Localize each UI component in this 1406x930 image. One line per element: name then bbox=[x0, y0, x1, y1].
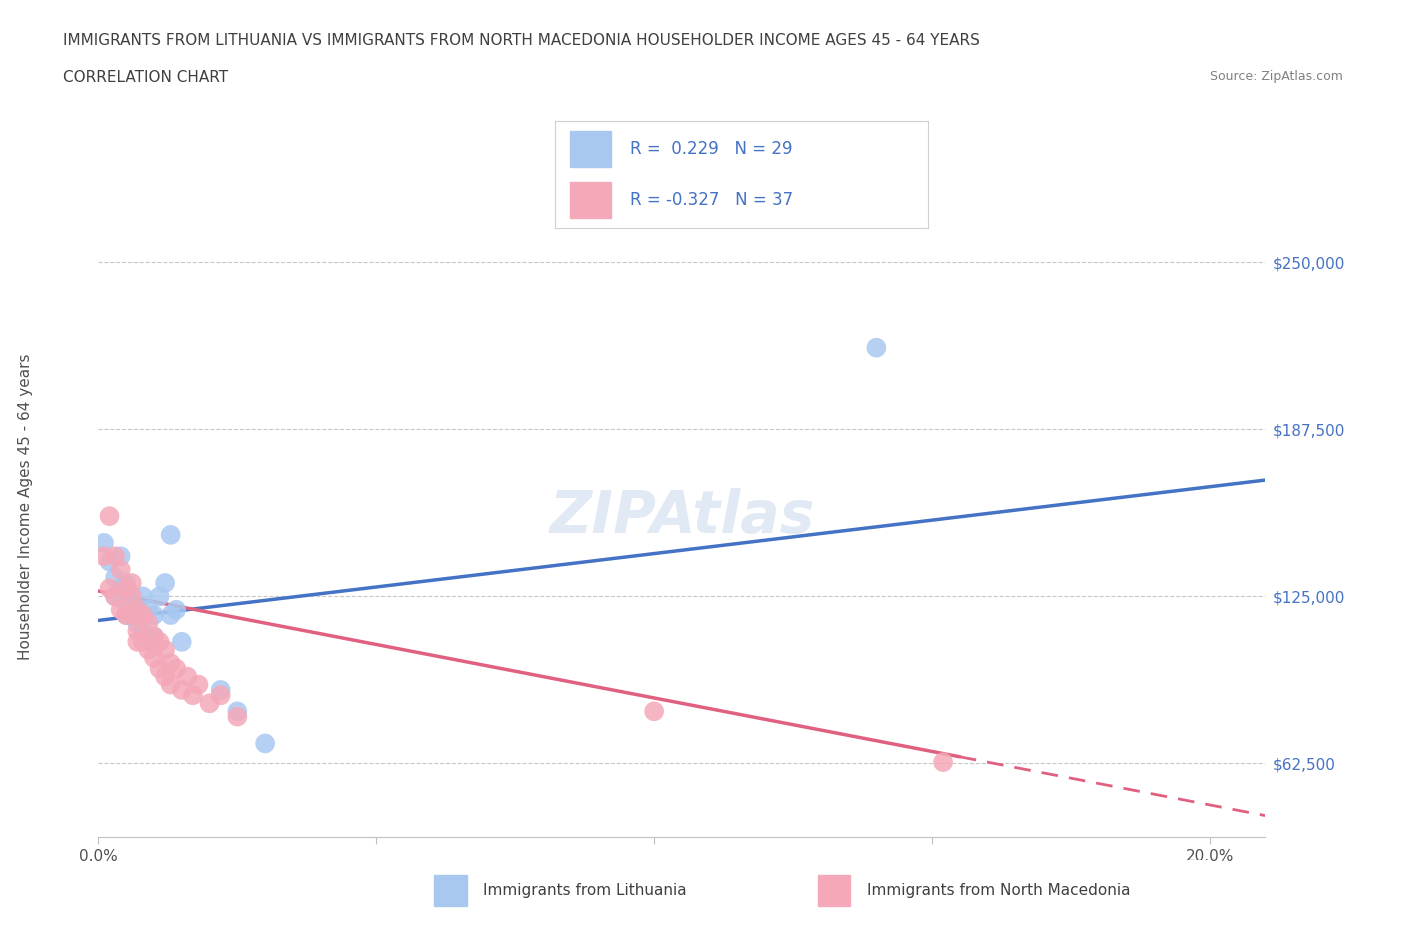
Point bbox=[121, 607, 143, 622]
Point bbox=[104, 589, 127, 604]
Point bbox=[153, 643, 176, 658]
Point bbox=[121, 576, 143, 591]
Point bbox=[127, 616, 149, 631]
Point bbox=[104, 570, 127, 585]
Bar bbox=[818, 875, 851, 906]
Point bbox=[209, 688, 232, 703]
Point bbox=[127, 634, 149, 649]
Point bbox=[138, 634, 160, 649]
Text: R = -0.327   N = 37: R = -0.327 N = 37 bbox=[630, 191, 793, 209]
Point bbox=[121, 607, 143, 622]
Point bbox=[643, 704, 665, 719]
Point bbox=[148, 661, 170, 676]
Point bbox=[170, 683, 193, 698]
Point bbox=[115, 607, 138, 622]
Point bbox=[127, 603, 149, 618]
Point bbox=[121, 589, 143, 604]
Point bbox=[98, 509, 121, 524]
Point bbox=[104, 549, 127, 564]
Point bbox=[187, 677, 209, 692]
Point bbox=[181, 688, 204, 703]
Point bbox=[153, 670, 176, 684]
Bar bbox=[571, 130, 612, 166]
Point bbox=[132, 589, 155, 604]
Point bbox=[138, 603, 160, 618]
Point bbox=[198, 696, 221, 711]
Text: Source: ZipAtlas.com: Source: ZipAtlas.com bbox=[1209, 70, 1343, 83]
Text: R =  0.229   N = 29: R = 0.229 N = 29 bbox=[630, 140, 793, 158]
Text: ZIPAtlas: ZIPAtlas bbox=[550, 487, 814, 545]
Bar bbox=[571, 182, 612, 219]
Point bbox=[132, 607, 155, 622]
Point bbox=[176, 670, 198, 684]
Point bbox=[110, 603, 132, 618]
Point bbox=[132, 634, 155, 649]
Point bbox=[98, 581, 121, 596]
Point bbox=[159, 656, 181, 671]
Point bbox=[115, 597, 138, 612]
Point bbox=[138, 643, 160, 658]
Point bbox=[143, 607, 166, 622]
Point bbox=[932, 755, 955, 770]
Point bbox=[132, 624, 155, 639]
Text: Immigrants from Lithuania: Immigrants from Lithuania bbox=[484, 883, 688, 898]
Point bbox=[115, 607, 138, 622]
Point bbox=[254, 736, 277, 751]
Point bbox=[165, 661, 187, 676]
Point bbox=[159, 527, 181, 542]
Text: Immigrants from North Macedonia: Immigrants from North Macedonia bbox=[866, 883, 1130, 898]
Point bbox=[110, 549, 132, 564]
Point bbox=[110, 581, 132, 596]
Point bbox=[93, 549, 115, 564]
Point bbox=[143, 629, 166, 644]
Point bbox=[226, 704, 249, 719]
Point bbox=[115, 576, 138, 591]
Bar bbox=[434, 875, 467, 906]
Point bbox=[104, 589, 127, 604]
Point bbox=[143, 629, 166, 644]
Point bbox=[148, 634, 170, 649]
Point bbox=[209, 683, 232, 698]
Point bbox=[127, 603, 149, 618]
Text: IMMIGRANTS FROM LITHUANIA VS IMMIGRANTS FROM NORTH MACEDONIA HOUSEHOLDER INCOME : IMMIGRANTS FROM LITHUANIA VS IMMIGRANTS … bbox=[63, 33, 980, 47]
Point bbox=[127, 624, 149, 639]
Point bbox=[110, 562, 132, 577]
Point bbox=[93, 536, 115, 551]
Text: Householder Income Ages 45 - 64 years: Householder Income Ages 45 - 64 years bbox=[18, 353, 32, 660]
Point bbox=[143, 650, 166, 665]
Point bbox=[153, 576, 176, 591]
Point bbox=[159, 677, 181, 692]
Point bbox=[226, 710, 249, 724]
Text: CORRELATION CHART: CORRELATION CHART bbox=[63, 70, 228, 85]
Point bbox=[165, 603, 187, 618]
Point bbox=[138, 616, 160, 631]
Point bbox=[115, 581, 138, 596]
Point bbox=[170, 634, 193, 649]
Point bbox=[98, 554, 121, 569]
Point bbox=[148, 589, 170, 604]
Point bbox=[159, 607, 181, 622]
Point bbox=[865, 340, 887, 355]
Point bbox=[121, 589, 143, 604]
